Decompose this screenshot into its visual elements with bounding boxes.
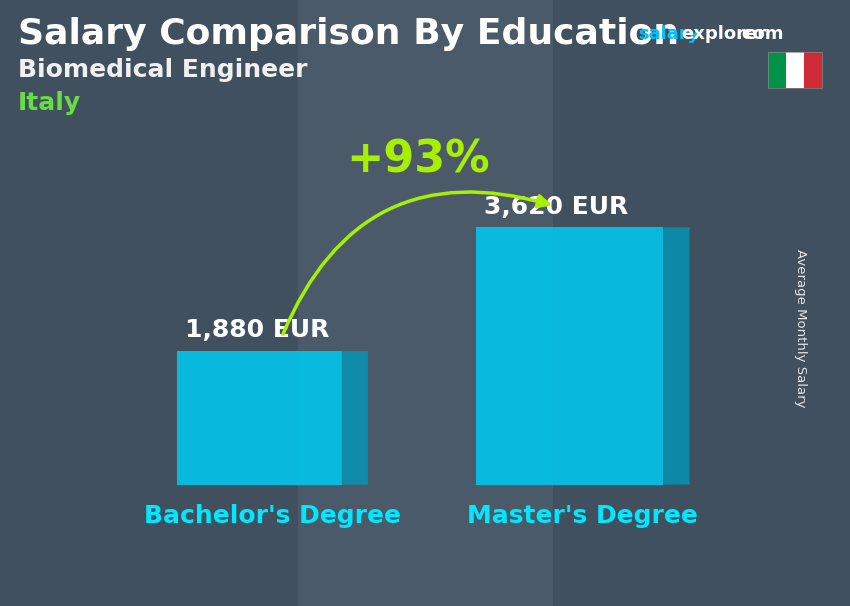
Bar — [768, 52, 786, 88]
Text: 3,620 EUR: 3,620 EUR — [484, 195, 628, 219]
Text: 1,880 EUR: 1,880 EUR — [184, 319, 329, 342]
Text: Italy: Italy — [18, 91, 81, 115]
Bar — [552, 0, 850, 606]
Text: +93%: +93% — [347, 138, 490, 181]
Text: Biomedical Engineer: Biomedical Engineer — [18, 58, 308, 82]
Bar — [0, 0, 298, 606]
Text: Master's Degree: Master's Degree — [468, 504, 699, 528]
Polygon shape — [342, 351, 368, 485]
Text: Salary Comparison By Education: Salary Comparison By Education — [18, 17, 679, 51]
Bar — [476, 227, 663, 485]
Bar — [177, 351, 342, 485]
Text: Average Monthly Salary: Average Monthly Salary — [794, 249, 808, 407]
Text: .com: .com — [735, 25, 784, 43]
Text: Bachelor's Degree: Bachelor's Degree — [144, 504, 401, 528]
Bar — [804, 52, 822, 88]
Text: explorer: explorer — [681, 25, 766, 43]
Text: salary: salary — [638, 25, 700, 43]
Bar — [786, 52, 804, 88]
Polygon shape — [663, 227, 689, 485]
Bar — [768, 52, 822, 88]
